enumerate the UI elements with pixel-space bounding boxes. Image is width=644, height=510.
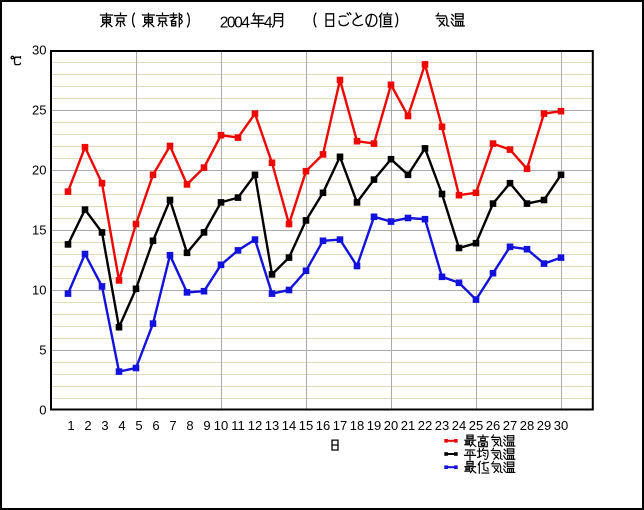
svg-text:25: 25 xyxy=(469,418,483,433)
svg-text:2004: 2004 xyxy=(220,14,251,31)
svg-text:22: 22 xyxy=(418,418,432,433)
svg-text:14: 14 xyxy=(282,418,296,433)
svg-text:12: 12 xyxy=(248,418,262,433)
svg-text:5: 5 xyxy=(135,418,142,433)
svg-text:20: 20 xyxy=(384,418,398,433)
svg-text:23: 23 xyxy=(435,418,449,433)
svg-text:26: 26 xyxy=(486,418,500,433)
svg-text:16: 16 xyxy=(316,418,330,433)
svg-text:4: 4 xyxy=(118,418,125,433)
svg-text:3: 3 xyxy=(101,418,108,433)
svg-text:1: 1 xyxy=(67,418,74,433)
svg-text:11: 11 xyxy=(231,418,245,433)
svg-text:21: 21 xyxy=(401,418,415,433)
svg-text:5: 5 xyxy=(39,343,46,358)
svg-text:18: 18 xyxy=(350,418,364,433)
svg-text:0: 0 xyxy=(39,403,46,418)
svg-text:4: 4 xyxy=(264,14,273,31)
svg-text:13: 13 xyxy=(265,418,279,433)
svg-text:27: 27 xyxy=(503,418,517,433)
svg-text:30: 30 xyxy=(554,418,568,433)
svg-text:10: 10 xyxy=(214,418,228,433)
svg-text:6: 6 xyxy=(152,418,159,433)
svg-text:8: 8 xyxy=(186,418,193,433)
svg-text:15: 15 xyxy=(299,418,313,433)
svg-text:30: 30 xyxy=(32,43,46,58)
svg-text:28: 28 xyxy=(520,418,534,433)
svg-text:10: 10 xyxy=(32,283,46,298)
svg-text:7: 7 xyxy=(169,418,176,433)
svg-text:9: 9 xyxy=(203,418,210,433)
svg-text:25: 25 xyxy=(32,103,46,118)
svg-text:20: 20 xyxy=(32,163,46,178)
svg-text:15: 15 xyxy=(32,223,46,238)
svg-text:2: 2 xyxy=(84,418,91,433)
svg-text:29: 29 xyxy=(537,418,551,433)
svg-text:19: 19 xyxy=(367,418,381,433)
svg-text:24: 24 xyxy=(452,418,466,433)
svg-text:17: 17 xyxy=(333,418,347,433)
